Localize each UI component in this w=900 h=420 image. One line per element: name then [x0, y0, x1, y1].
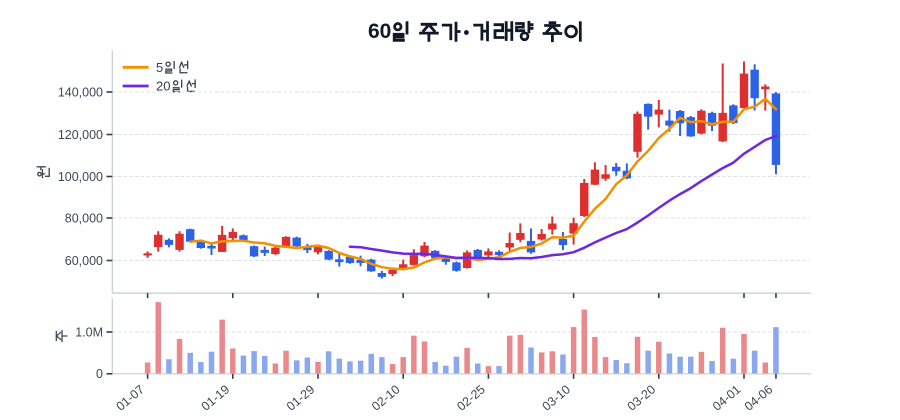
svg-text:60,000: 60,000	[65, 254, 103, 268]
svg-text:100,000: 100,000	[58, 170, 103, 184]
svg-text:1.0M: 1.0M	[75, 325, 103, 339]
svg-text:5: 5	[156, 60, 163, 75]
svg-text:80,000: 80,000	[65, 211, 103, 225]
svg-text:20: 20	[156, 79, 170, 94]
svg-text:140,000: 140,000	[58, 85, 103, 99]
svg-text:60: 60	[368, 20, 391, 43]
svg-text:120,000: 120,000	[58, 128, 103, 142]
svg-text:0: 0	[96, 367, 103, 381]
